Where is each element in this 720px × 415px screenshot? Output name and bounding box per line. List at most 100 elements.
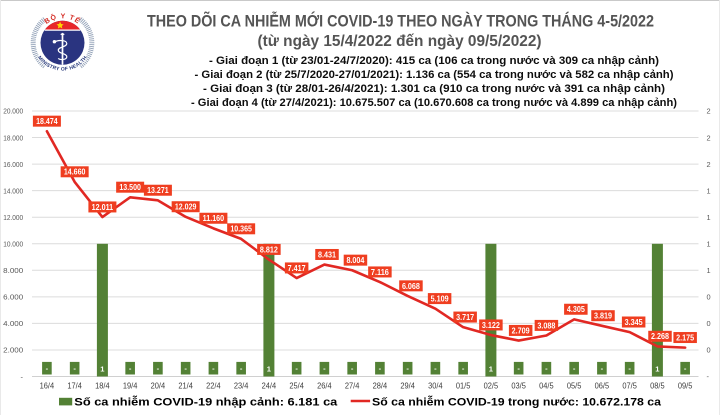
svg-text:6.068: 6.068 — [402, 282, 420, 291]
svg-text:14.660: 14.660 — [64, 168, 86, 177]
svg-text:-: - — [628, 364, 631, 373]
svg-text:7.417: 7.417 — [288, 264, 306, 273]
svg-text:24/4: 24/4 — [262, 380, 277, 390]
svg-text:27/4: 27/4 — [345, 380, 360, 390]
svg-text:12.011: 12.011 — [92, 203, 114, 212]
svg-text:THEO DÕI CA NHIỄM MỚI COVID-19: THEO DÕI CA NHIỄM MỚI COVID-19 THEO NGÀY… — [147, 11, 654, 31]
svg-text:1: 1 — [655, 364, 660, 373]
svg-text:-: - — [601, 364, 604, 373]
svg-text:19/4: 19/4 — [123, 380, 138, 390]
svg-text:Số ca nhiễm COVID-19 nhập cảnh: Số ca nhiễm COVID-19 nhập cảnh: 6.181 ca — [74, 396, 338, 409]
svg-text:-: - — [295, 364, 298, 373]
svg-text:- Giai đoạn 1 (từ 23/01-24/7/2: - Giai đoạn 1 (từ 23/01-24/7/2020): 415 … — [209, 55, 659, 67]
svg-text:18.000: 18.000 — [3, 133, 23, 142]
svg-text:05/5: 05/5 — [567, 380, 582, 390]
svg-text:Số ca nhiễm COVID-19 trong nướ: Số ca nhiễm COVID-19 trong nước: 10.672.… — [372, 396, 662, 409]
svg-text:8.004: 8.004 — [346, 256, 364, 265]
svg-text:-: - — [240, 364, 243, 373]
svg-text:-: - — [157, 364, 160, 373]
svg-text:29/4: 29/4 — [400, 380, 415, 390]
svg-text:28/4: 28/4 — [373, 380, 388, 390]
svg-text:-: - — [73, 364, 76, 373]
svg-text:20.000: 20.000 — [3, 107, 23, 116]
svg-text:13.271: 13.271 — [147, 186, 169, 195]
svg-text:02/5: 02/5 — [484, 380, 499, 390]
svg-text:4.305: 4.305 — [567, 305, 585, 314]
svg-text:1: 1 — [707, 266, 711, 275]
svg-text:-: - — [351, 364, 354, 373]
svg-text:- Giai đoạn 4 (từ 27/4/2021):: - Giai đoạn 4 (từ 27/4/2021): 10.675.507… — [191, 97, 677, 109]
svg-text:0: 0 — [707, 293, 711, 302]
svg-text:-: - — [517, 364, 520, 373]
svg-text:-: - — [707, 372, 710, 381]
svg-text:22/4: 22/4 — [206, 380, 221, 390]
svg-text:09/5: 09/5 — [678, 380, 693, 390]
svg-text:3.345: 3.345 — [625, 318, 643, 327]
svg-text:0: 0 — [707, 346, 711, 355]
svg-text:2.709: 2.709 — [512, 326, 530, 335]
svg-text:-: - — [323, 364, 326, 373]
svg-text:8.812: 8.812 — [260, 245, 278, 254]
svg-text:10.000: 10.000 — [3, 239, 23, 248]
svg-text:10.365: 10.365 — [230, 225, 252, 234]
svg-text:30/4: 30/4 — [428, 380, 443, 390]
svg-text:3.088: 3.088 — [537, 321, 555, 330]
svg-text:01/5: 01/5 — [456, 380, 471, 390]
svg-text:2.268: 2.268 — [651, 332, 669, 341]
svg-text:26/4: 26/4 — [317, 380, 332, 390]
svg-text:20/4: 20/4 — [151, 380, 166, 390]
svg-text:12.029: 12.029 — [175, 203, 197, 212]
svg-text:1: 1 — [267, 364, 272, 373]
svg-text:-: - — [46, 364, 49, 373]
svg-text:7.116: 7.116 — [371, 268, 389, 277]
svg-text:18/4: 18/4 — [95, 380, 110, 390]
svg-text:14.000: 14.000 — [3, 186, 23, 195]
svg-text:3.819: 3.819 — [594, 312, 612, 321]
svg-text:8.431: 8.431 — [318, 250, 336, 259]
svg-text:3.122: 3.122 — [482, 321, 500, 330]
svg-text:1: 1 — [707, 213, 711, 222]
svg-text:6.000: 6.000 — [3, 293, 23, 302]
svg-text:03/5: 03/5 — [511, 380, 526, 390]
svg-text:2: 2 — [707, 107, 711, 116]
svg-text:(từ ngày 15/4/2022 đến ngày 09: (từ ngày 15/4/2022 đến ngày 09/5/2022) — [258, 33, 542, 50]
svg-text:16/4: 16/4 — [40, 380, 55, 390]
svg-text:-: - — [684, 364, 687, 373]
svg-text:-: - — [379, 364, 382, 373]
svg-text:04/5: 04/5 — [539, 380, 554, 390]
svg-text:-: - — [184, 364, 187, 373]
svg-text:2: 2 — [707, 160, 711, 169]
svg-text:-: - — [129, 364, 132, 373]
svg-text:13.500: 13.500 — [119, 183, 141, 192]
svg-text:0: 0 — [707, 319, 711, 328]
svg-text:4.000: 4.000 — [3, 319, 23, 328]
svg-text:- Giai đoạn 2 (từ 25/7/2020-27: - Giai đoạn 2 (từ 25/7/2020-27/01/2021):… — [195, 69, 674, 81]
svg-text:12.000: 12.000 — [3, 213, 23, 222]
svg-text:-: - — [573, 364, 576, 373]
svg-text:-: - — [545, 364, 548, 373]
svg-text:2.175: 2.175 — [676, 333, 694, 342]
svg-text:11.160: 11.160 — [203, 214, 225, 223]
svg-text:1: 1 — [489, 364, 494, 373]
svg-text:17/4: 17/4 — [67, 380, 82, 390]
svg-text:-: - — [21, 372, 24, 381]
svg-text:- Giai đoạn 3 (từ 28/01-26/4/2: - Giai đoạn 3 (từ 28/01-26/4/2021): 1.30… — [203, 83, 665, 95]
svg-text:-: - — [462, 364, 465, 373]
svg-text:1: 1 — [100, 364, 105, 373]
svg-text:23/4: 23/4 — [234, 380, 249, 390]
svg-text:18.474: 18.474 — [36, 117, 58, 126]
svg-text:21/4: 21/4 — [178, 380, 193, 390]
svg-text:2: 2 — [707, 133, 711, 142]
svg-text:25/4: 25/4 — [289, 380, 304, 390]
svg-text:8.000: 8.000 — [3, 266, 23, 275]
svg-text:08/5: 08/5 — [650, 380, 665, 390]
svg-text:-: - — [434, 364, 437, 373]
svg-text:3.717: 3.717 — [456, 313, 474, 322]
svg-text:5.109: 5.109 — [431, 294, 449, 303]
svg-text:-: - — [406, 364, 409, 373]
svg-text:1: 1 — [707, 186, 711, 195]
svg-text:-: - — [212, 364, 215, 373]
svg-text:07/5: 07/5 — [622, 380, 637, 390]
svg-text:06/5: 06/5 — [595, 380, 610, 390]
svg-text:1: 1 — [707, 239, 711, 248]
